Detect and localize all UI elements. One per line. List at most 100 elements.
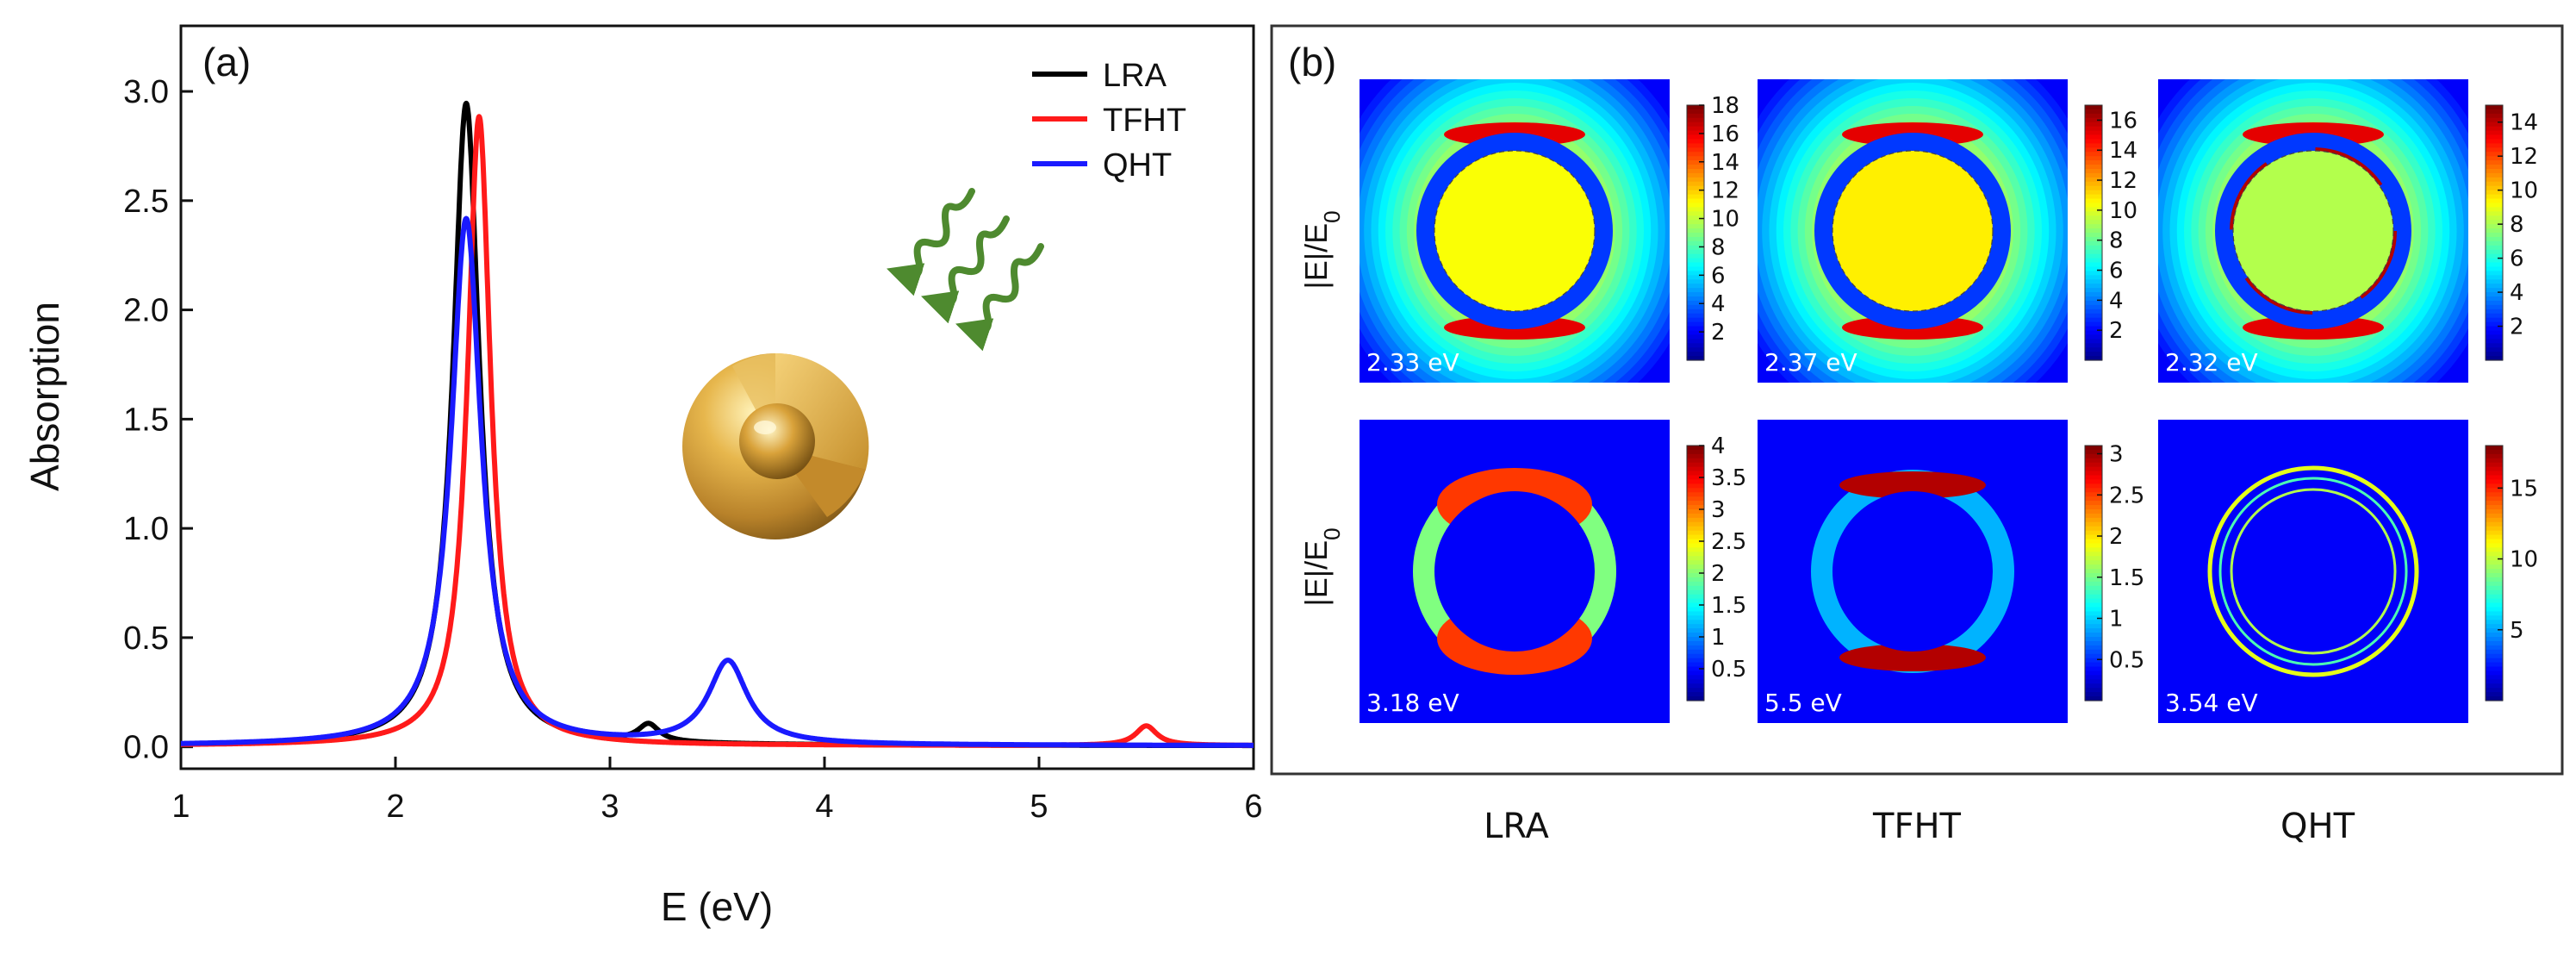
colorbar-tick-label: 2 <box>2109 524 2124 550</box>
field-map-3_18-eV: 3.18 eV 4 3.5 3 2.5 2 1.5 1 0.5 <box>1360 420 1746 723</box>
colorbar-tick-label: 1.5 <box>2109 565 2144 591</box>
colorbar-tick-label: 12 <box>1711 178 1739 204</box>
colorbar-tick-label: 2 <box>1711 320 1726 346</box>
x-axis-label: E (eV) <box>661 884 773 929</box>
map-energy-label: 3.18 eV <box>1366 689 1459 717</box>
y-tick-label: 2.0 <box>123 293 169 329</box>
colorbar-tick-label: 16 <box>1711 122 1739 147</box>
core-region <box>1434 491 1595 652</box>
colorbar-tick-label: 2.5 <box>1711 529 1746 555</box>
colorbar-tick-label: 2 <box>1711 561 1726 587</box>
y-tick-label: 3.0 <box>123 74 169 110</box>
y-axis-label: Absorption <box>22 302 67 491</box>
colorbar-tick-label: 6 <box>2510 246 2524 272</box>
colorbar-tick-label: 4 <box>2510 280 2524 306</box>
incident-light-waves-icon <box>887 188 1044 352</box>
y-tick-label: 2.5 <box>123 184 169 220</box>
colorbar: 4 3.5 3 2.5 2 1.5 1 0.5 <box>1686 433 1746 701</box>
core-shell-sphere-icon <box>682 352 869 539</box>
map-energy-label: 2.37 eV <box>1764 348 1857 377</box>
colorbar-tick-label: 4 <box>1711 433 1726 459</box>
colorbar-tick-label: 8 <box>2109 228 2124 254</box>
colorbar-tick-label: 10 <box>1711 207 1739 233</box>
column-label-tfht: TFHT <box>1872 807 1962 846</box>
core-region <box>2233 151 2393 311</box>
map-energy-label: 2.33 eV <box>1366 348 1459 377</box>
map-energy-label: 2.32 eV <box>2165 348 2258 377</box>
colorbar-tick-label: 14 <box>1711 150 1739 176</box>
colorbar-tick-label: 2 <box>2510 315 2524 340</box>
core-region <box>1832 491 1993 652</box>
colorbar-tick-label: 1 <box>2109 607 2124 633</box>
column-label-lra: LRA <box>1484 807 1549 846</box>
map-energy-label: 5.5 eV <box>1764 689 1842 717</box>
colorbar-tick-label: 4 <box>1711 291 1726 317</box>
y-tick-label: 0.0 <box>123 730 169 766</box>
legend-label-qht: QHT <box>1103 147 1172 184</box>
colorbar-tick-label: 5 <box>2510 618 2524 644</box>
absorption-chart: 1 2 3 4 5 6 0.0 0.5 1.0 1.5 2.0 2.5 3.0 (a) E (eV) A… <box>22 24 1263 929</box>
colorbar-tick-label: 2 <box>2109 318 2124 344</box>
colorbar-tick-label: 8 <box>2510 212 2524 238</box>
colorbar-tick-label: 3.5 <box>1711 465 1746 491</box>
colorbar: 14 12 10 8 6 4 2 <box>2485 104 2538 361</box>
x-tick-label: 4 <box>815 789 833 825</box>
series-layer <box>178 100 1256 749</box>
panel-label-b: (b) <box>1288 40 1336 84</box>
colorbar-tick-label: 3 <box>2109 442 2124 468</box>
colorbar: 15 10 5 <box>2485 445 2538 701</box>
column-label-qht: QHT <box>2280 807 2355 846</box>
x-tick-label: 1 <box>171 789 190 825</box>
panel-b-frame <box>1270 24 2564 776</box>
field-map-3_54-eV: 3.54 eV 15 10 5 <box>2158 420 2538 723</box>
map-energy-label: 3.54 eV <box>2165 689 2258 717</box>
colorbar-tick-label: 6 <box>2109 259 2124 284</box>
colorbar-tick-label: 14 <box>2510 110 2538 136</box>
colorbar-tick-label: 6 <box>1711 263 1726 289</box>
colorbar: 3 2.5 2 1.5 1 0.5 <box>2084 442 2144 701</box>
field-map-2_37-eV: 2.37 eV 16 14 12 10 8 6 4 2 <box>1758 79 2137 383</box>
colorbar-tick-label: 0.5 <box>2109 647 2144 673</box>
x-tick-label: 3 <box>600 789 619 825</box>
row-2-ylabel: |E|/E0 <box>1298 527 1345 606</box>
axis-ticks: 1 2 3 4 5 6 0.0 0.5 1.0 1.5 2.0 2.5 3.0 <box>123 74 1262 825</box>
colorbar-tick-label: 3 <box>1711 497 1726 523</box>
colorbar-tick-label: 18 <box>1711 93 1739 119</box>
x-tick-label: 2 <box>386 789 404 825</box>
field-maps-panel: (b) |E|/E0 |E|/E0 2.33 eV181614121086422… <box>1270 24 2564 846</box>
legend-label-lra: LRA <box>1103 58 1167 94</box>
colorbar-tick-label: 10 <box>2510 178 2538 204</box>
y-tick-label: 0.5 <box>123 620 169 657</box>
y-tick-label: 1.0 <box>123 511 169 547</box>
field-map-2_32-eV: 2.32 eV 14 12 10 8 6 4 2 <box>2158 79 2538 383</box>
map-background <box>2158 420 2468 723</box>
colorbar-tick-label: 2.5 <box>2109 483 2144 508</box>
legend: LRA TFHT QHT <box>1032 58 1186 184</box>
colorbar-tick-label: 12 <box>2510 144 2538 170</box>
colorbar-tick-label: 4 <box>2109 288 2124 314</box>
plot-frame <box>179 24 1255 770</box>
core-region <box>1832 151 1993 311</box>
x-tick-label: 5 <box>1030 789 1048 825</box>
colorbar-tick-label: 12 <box>2109 168 2137 194</box>
colorbar-tick-label: 10 <box>2109 198 2137 224</box>
colorbar-tick-label: 14 <box>2109 138 2137 164</box>
colorbar-tick-label: 10 <box>2510 547 2538 573</box>
panel-label-a: (a) <box>202 40 251 84</box>
colorbar-tick-label: 0.5 <box>1711 657 1746 683</box>
core-region <box>1434 151 1595 311</box>
colorbar-tick-label: 1 <box>1711 625 1726 651</box>
y-tick-label: 1.5 <box>123 402 169 438</box>
colorbar-tick-label: 1.5 <box>1711 593 1746 619</box>
colorbar-tick-label: 8 <box>1711 234 1726 260</box>
series-line-qht <box>178 215 1256 748</box>
x-tick-label: 6 <box>1244 789 1262 825</box>
field-map-5_5-eV: 5.5 eV 3 2.5 2 1.5 1 0.5 <box>1758 420 2144 723</box>
legend-label-tfht: TFHT <box>1103 103 1186 139</box>
colorbar-tick-label: 15 <box>2510 476 2538 502</box>
colorbar-tick-label: 16 <box>2109 108 2137 134</box>
